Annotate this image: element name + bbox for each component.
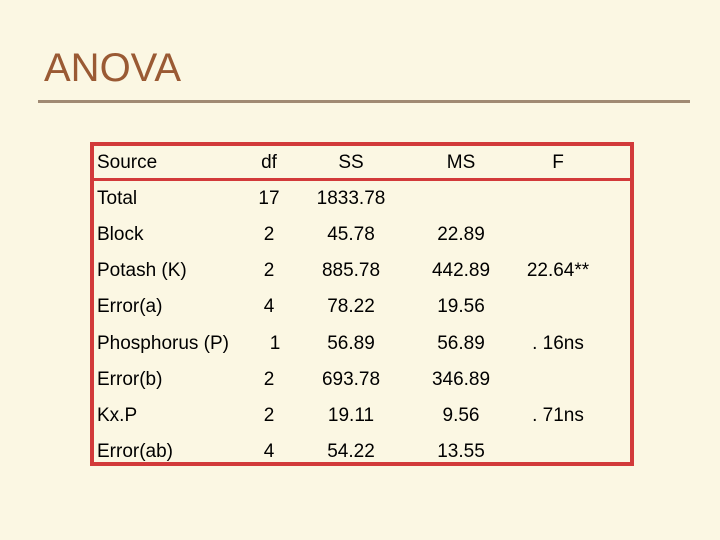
row-df: 2 xyxy=(263,369,275,390)
row-df: 17 xyxy=(258,188,280,209)
row-ms: 13.55 xyxy=(437,441,485,462)
row-ss: 1833.78 xyxy=(316,188,386,209)
header-ms: MS xyxy=(446,152,476,173)
row-ss: 19.11 xyxy=(327,405,375,426)
row-df: 2 xyxy=(263,405,275,426)
row-ms: 442.89 xyxy=(431,260,491,281)
row-ms: 56.89 xyxy=(437,333,485,354)
row-source: Potash (K) xyxy=(97,260,187,281)
row-ss: 54.22 xyxy=(327,441,375,462)
row-ss: 45.78 xyxy=(327,224,375,245)
row-source: Error(a) xyxy=(97,296,163,317)
header-divider xyxy=(94,178,630,181)
slide-title: ANOVA xyxy=(44,46,182,90)
header-f: F xyxy=(552,152,564,173)
row-ss: 78.22 xyxy=(327,296,375,317)
row-df: 1 xyxy=(269,333,281,354)
header-source: Source xyxy=(97,152,158,173)
row-ms: 9.56 xyxy=(442,405,480,426)
row-df: 4 xyxy=(263,441,275,462)
row-source: Phosphorus (P) xyxy=(97,333,230,354)
row-ms: 19.56 xyxy=(437,296,485,317)
title-divider xyxy=(38,100,690,103)
row-ss: 56.89 xyxy=(327,333,375,354)
row-df: 2 xyxy=(263,224,275,245)
row-source: Error(b) xyxy=(97,369,163,390)
row-source: Block xyxy=(97,224,144,245)
row-ss: 693.78 xyxy=(321,369,381,390)
row-f: . 16ns xyxy=(532,333,584,354)
header-ss: SS xyxy=(338,152,364,173)
row-f: . 71ns xyxy=(532,405,584,426)
row-f: 22.64** xyxy=(526,260,590,281)
row-ms: 22.89 xyxy=(437,224,485,245)
anova-table: Source df SS MS F Total 17 1833.78 Block… xyxy=(90,142,634,466)
header-df: df xyxy=(261,152,277,173)
row-ms: 346.89 xyxy=(431,369,491,390)
row-source: Kx.P xyxy=(97,405,138,426)
row-df: 4 xyxy=(263,296,275,317)
row-df: 2 xyxy=(263,260,275,281)
row-source: Error(ab) xyxy=(97,441,174,462)
row-ss: 885.78 xyxy=(321,260,381,281)
row-source: Total xyxy=(97,188,138,209)
